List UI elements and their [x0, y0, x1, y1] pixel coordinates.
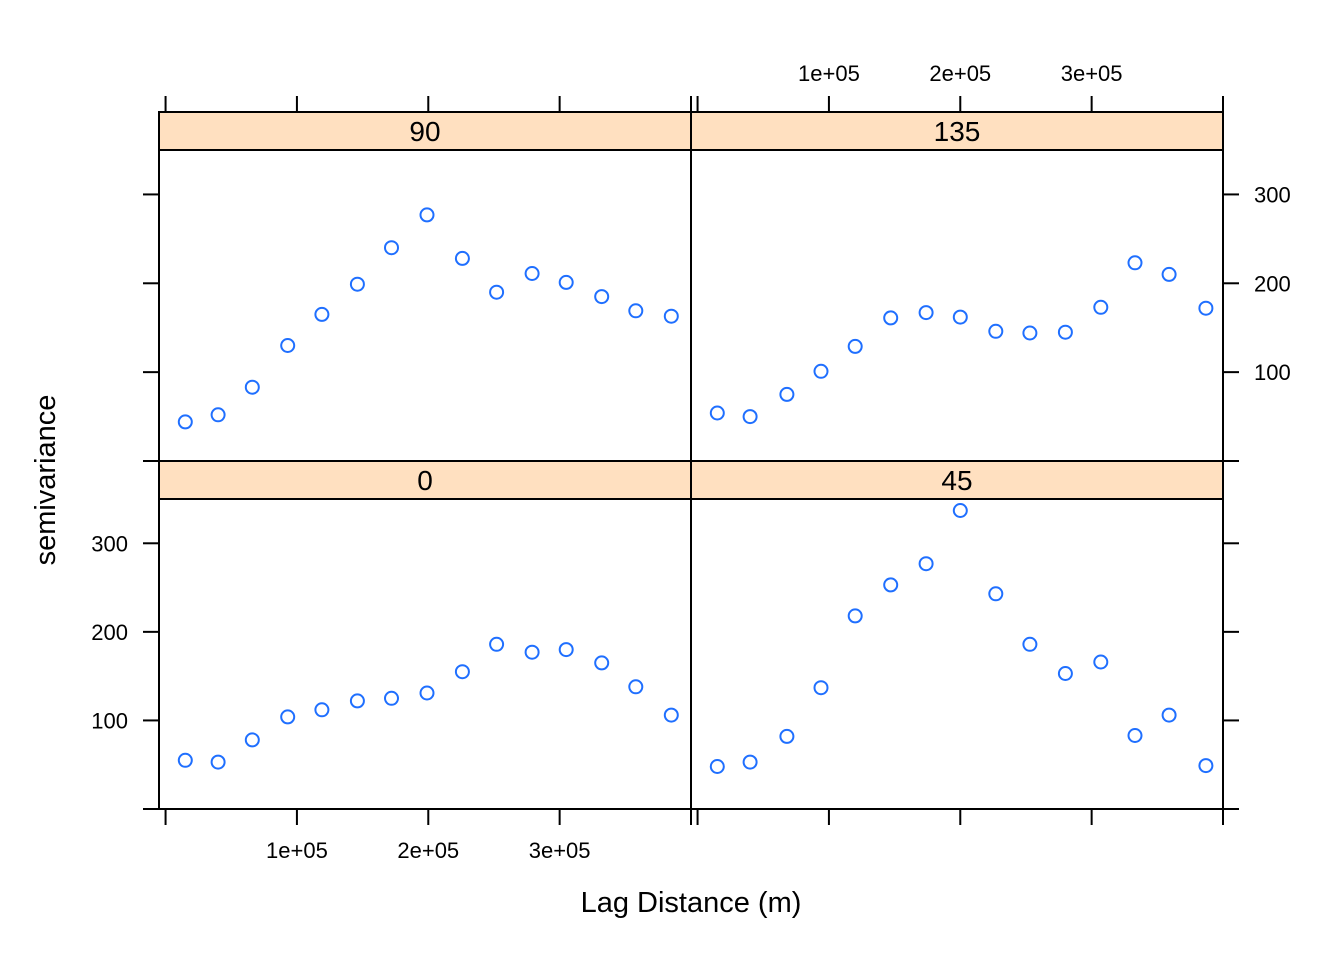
data-point-0-10 [524, 644, 540, 660]
panels-layer: 90 135 0 45 [158, 111, 1224, 810]
data-point-135-1 [742, 409, 758, 425]
data-point-135-11 [1093, 299, 1109, 315]
data-point-90-8 [454, 250, 470, 266]
data-point-90-0 [177, 414, 193, 430]
data-point-135-8 [988, 323, 1004, 339]
data-point-90-13 [628, 303, 644, 319]
data-point-90-9 [489, 284, 505, 300]
data-point-90-14 [663, 308, 679, 324]
y-axis-title: semivariance [30, 395, 62, 566]
data-point-90-7 [419, 207, 435, 223]
data-point-135-14 [1198, 300, 1214, 316]
y-tick-label-right-1: 200 [1254, 271, 1291, 296]
data-point-90-5 [349, 276, 365, 292]
data-point-0-7 [419, 685, 435, 701]
data-point-135-9 [1022, 325, 1038, 341]
data-point-135-5 [883, 310, 899, 326]
data-point-0-5 [349, 693, 365, 709]
strip-90 [158, 111, 692, 151]
panel-90: 90 [158, 111, 692, 462]
y-tick-label-left-1: 200 [91, 620, 128, 645]
data-point-0-4 [314, 702, 330, 718]
data-point-135-6 [918, 305, 934, 321]
data-point-0-8 [454, 664, 470, 680]
panel-frame-90 [158, 149, 692, 462]
data-point-90-1 [210, 407, 226, 423]
strip-135 [690, 111, 1224, 151]
y-tick-label-right-0: 100 [1254, 360, 1291, 385]
y-tick-label-right-2: 300 [1254, 182, 1291, 207]
data-point-45-14 [1198, 758, 1214, 774]
x-tick-label-top-1: 2e+05 [929, 61, 991, 86]
data-point-45-3 [813, 680, 829, 696]
data-point-0-1 [210, 754, 226, 770]
data-point-45-8 [988, 586, 1004, 602]
data-point-45-1 [742, 754, 758, 770]
data-point-90-3 [280, 338, 296, 353]
x-tick-label-bottom-2: 3e+05 [529, 838, 591, 863]
panel-frame-0 [158, 498, 692, 810]
data-point-45-11 [1093, 654, 1109, 670]
x-tick-label-top-2: 3e+05 [1061, 61, 1123, 86]
strip-label-45: 45 [941, 465, 972, 496]
strip-label-135: 135 [934, 116, 981, 147]
strip-label-0: 0 [417, 465, 433, 496]
data-point-45-4 [847, 608, 863, 624]
data-point-90-11 [558, 274, 574, 290]
data-point-45-2 [779, 728, 795, 744]
data-point-0-3 [280, 709, 296, 725]
data-point-90-6 [384, 240, 399, 256]
data-point-45-0 [709, 759, 725, 774]
axes-layer: 1e+05 2e+05 3e+05 1e+05 2e+05 3e+05 100 100 200 2… [91, 61, 1290, 863]
x-axis-title: Lag Distance (m) [581, 887, 802, 919]
x-tick-label-top-0: 1e+05 [798, 61, 860, 86]
data-point-135-3 [813, 363, 829, 379]
data-point-135-13 [1161, 266, 1177, 282]
strip-45 [690, 460, 1224, 500]
data-point-135-7 [952, 309, 968, 325]
data-point-0-11 [558, 642, 574, 658]
data-point-45-13 [1161, 707, 1177, 723]
data-point-45-9 [1022, 636, 1038, 652]
data-point-135-10 [1057, 324, 1073, 340]
data-point-90-4 [314, 306, 330, 322]
panel-frame-45 [690, 498, 1224, 810]
y-tick-label-left-0: 100 [91, 708, 128, 733]
strip-label-90: 90 [409, 116, 440, 147]
data-point-135-4 [847, 338, 863, 354]
panel-0: 0 [158, 460, 692, 810]
panel-135: 135 [690, 111, 1224, 462]
data-point-45-7 [952, 503, 968, 518]
data-point-0-2 [244, 732, 260, 748]
x-tick-label-bottom-1: 2e+05 [397, 838, 459, 863]
data-point-0-14 [663, 707, 679, 723]
data-point-135-0 [709, 405, 725, 421]
data-point-135-12 [1127, 255, 1143, 271]
data-point-135-2 [779, 386, 795, 402]
data-point-90-12 [594, 289, 610, 305]
panel-45: 45 [690, 460, 1224, 810]
data-point-0-9 [489, 636, 505, 652]
data-point-90-2 [244, 379, 260, 395]
data-point-90-10 [524, 266, 540, 281]
data-point-45-12 [1127, 728, 1143, 743]
y-tick-label-left-2: 300 [91, 531, 128, 556]
x-tick-label-bottom-0: 1e+05 [266, 838, 328, 863]
data-point-0-13 [628, 679, 644, 695]
data-point-0-12 [594, 655, 610, 671]
data-point-0-0 [177, 752, 193, 768]
panel-frame-135 [690, 149, 1224, 462]
data-point-0-6 [384, 690, 399, 706]
data-point-45-5 [883, 577, 899, 593]
data-point-45-10 [1057, 666, 1073, 681]
data-point-45-6 [918, 556, 934, 572]
